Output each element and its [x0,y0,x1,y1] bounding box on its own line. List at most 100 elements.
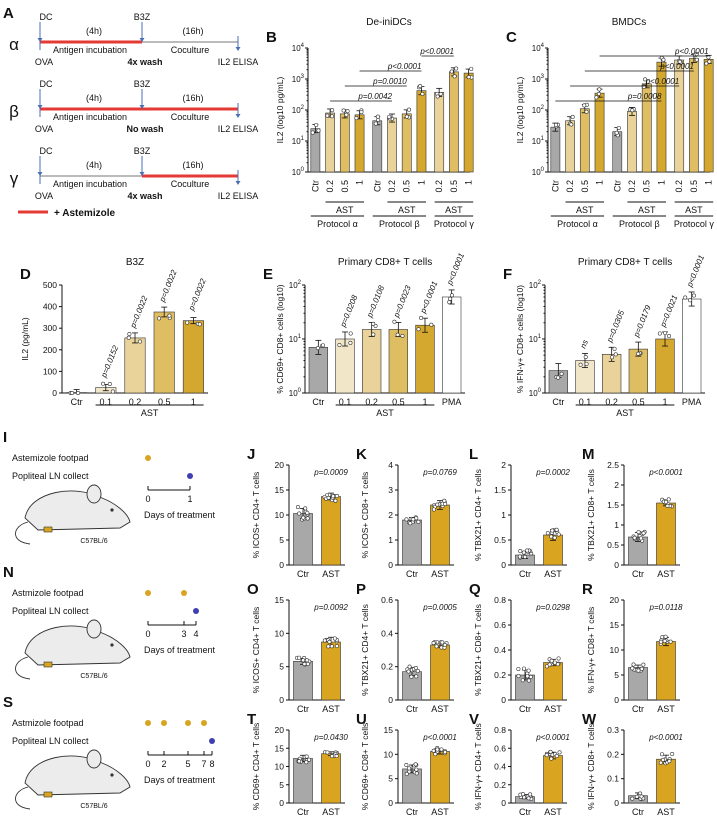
data-point [639,794,644,799]
coculture-label: Coculture [171,112,210,122]
y-axis-label: % IFN-γ+ CD8+ T cells [586,607,596,694]
data-point [435,747,440,752]
p-value: p=0.0179 [631,303,653,339]
dose-dot [181,590,187,596]
chart-title: De-iniDCs [366,17,412,28]
elisa-label: IL2 ELISA [218,124,259,134]
data-point [554,527,559,532]
y-tick-label: 101 [289,334,302,344]
time-16h: (16h) [182,26,203,36]
incubation-label: Antigen incubation [53,45,127,55]
y-tick-label: 0.5 [607,540,619,550]
p-value: p=0.0008 [627,92,662,101]
bar [321,496,341,566]
data-point [404,114,409,119]
data-point [371,332,376,337]
panel-letter: C [506,29,517,46]
x-tick-label: 1 [595,180,605,185]
data-point [418,84,423,89]
panel-N: N Astmizole footpad Popliteal LN collect 0 3… [3,564,216,680]
data-point [584,109,589,114]
y-tick-label: 1 [388,535,393,545]
y-axis-label: % ICOS+ CD8+ T cells [360,472,370,559]
x-tick-label: Ctr [406,704,418,714]
data-point [329,644,334,649]
data-point [554,122,559,127]
group-label: AST [445,205,463,215]
data-point [707,59,712,64]
data-point [314,122,319,127]
data-point [76,390,81,395]
time-4h: (4h) [86,160,102,170]
data-point [434,644,439,649]
data-point [610,355,615,360]
group-label: AST [141,408,159,418]
y-tick-label: 0 [614,798,619,808]
protocol-label: Protocol β [379,219,420,229]
y-tick-label: 2 [388,510,393,520]
chart-title: Primary CD8+ T cells [338,257,432,268]
data-point [449,293,454,298]
drug-label: Astemizole footpad [12,453,89,463]
dose-dot [145,455,151,461]
x-tick-label: 0.5 [158,397,171,407]
data-point [662,639,667,644]
data-point [157,316,162,321]
protocol-greek: β [9,102,19,121]
x-tick-label: Ctr [632,569,644,579]
data-point [630,108,635,113]
data-point [344,112,349,117]
collect-label: Popliteal LN collect [12,606,89,616]
bar [416,90,427,173]
bar [321,753,341,804]
data-point [663,634,668,639]
x-tick-label: AST [431,569,449,579]
panel-letter: A [3,5,14,22]
data-point [596,91,601,96]
data-point [439,747,444,752]
y-tick-label: 0.2 [494,670,506,680]
p-value: p=0.0023 [391,284,413,320]
p-value: p=0.0092 [313,603,348,612]
panel-letter: D [20,266,31,283]
data-point [407,766,412,771]
drug-label: Astmizole footpad [12,718,84,728]
data-point [559,371,564,376]
x-tick-label: 1 [416,180,426,185]
y-tick-label: 10 [275,510,285,520]
p-value: p=0.0298 [535,603,570,612]
collect-dot [193,608,199,614]
data-point [659,639,664,644]
mouse-footpad [43,791,53,798]
data-point [545,531,550,536]
panel-letter: E [263,266,273,283]
data-point [415,668,420,673]
data-point [578,362,583,367]
data-point [663,499,668,504]
x-tick-label: AST [431,807,449,817]
data-point [666,497,671,502]
data-point [694,57,699,62]
y-tick-label: 0 [501,695,506,705]
data-point [631,662,636,667]
y-tick-label: 0.5 [494,535,506,545]
y-tick-label: 5 [279,662,284,672]
bar [565,120,575,173]
y-tick-label: 0 [279,695,284,705]
data-point [636,351,641,356]
data-point [525,548,530,553]
data-point [301,658,306,663]
y-tick-label: 5 [279,535,284,545]
data-point [371,321,376,326]
y-tick-label: 0.4 [494,762,506,772]
y-tick-label: 5 [388,774,393,784]
panel-U: U 0 5 10 15 % CD69+ CD8+ T cells Ctr AST p<0.000… [356,711,457,817]
panel-M: M 0 0.5 1 1.5 2 2.5 % TBX21+ CD8+ T cells Ctr AST… [582,446,683,579]
mouse-body [24,625,131,666]
y-tick-label: 3 [388,485,393,495]
protocol-greek: α [9,35,19,54]
x-tick-label: Ctr [297,569,309,579]
x-tick-label: 0.2 [129,397,142,407]
data-point [549,534,554,539]
